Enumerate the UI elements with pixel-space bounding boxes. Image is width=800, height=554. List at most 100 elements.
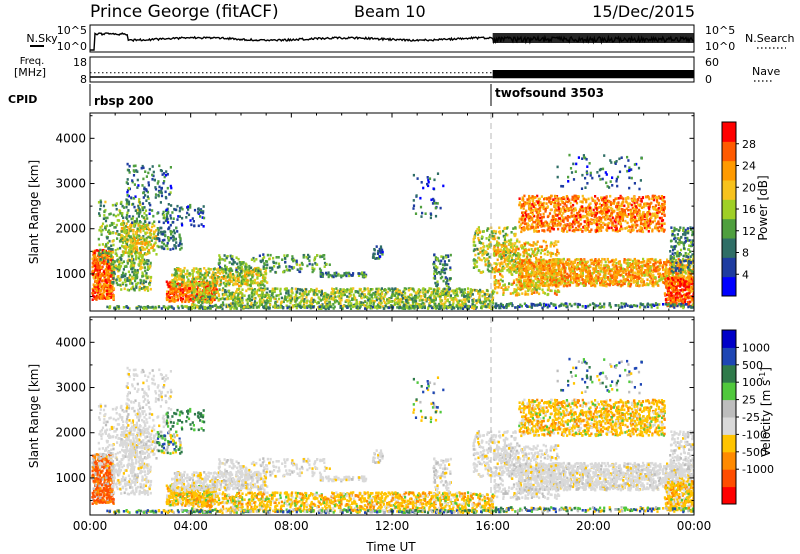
- power-cell: [110, 244, 113, 248]
- power-cell: [120, 223, 123, 226]
- power-cell: [233, 282, 236, 286]
- power-cell: [491, 270, 494, 274]
- power-cell: [370, 295, 373, 298]
- power-cell: [201, 301, 204, 304]
- power-cell: [217, 293, 220, 296]
- power-cell: [232, 260, 235, 264]
- power-cell: [151, 222, 154, 226]
- power-cell: [123, 227, 126, 230]
- power-cell: [295, 297, 298, 300]
- power-cell: [664, 272, 667, 275]
- power-cell: [237, 257, 240, 261]
- power-cell: [500, 243, 503, 247]
- power-cell: [478, 258, 482, 261]
- power-cell: [436, 287, 439, 290]
- power-cell: [174, 238, 177, 241]
- power-cell: [250, 303, 253, 307]
- power-cell: [132, 287, 135, 291]
- power-cell: [262, 293, 265, 297]
- power-cell: [104, 261, 107, 264]
- power-cell: [649, 261, 652, 264]
- power-cell: [553, 283, 556, 286]
- power-cell: [404, 292, 407, 295]
- power-cell: [313, 289, 316, 292]
- power-cell: [119, 202, 122, 205]
- power-cell: [217, 298, 221, 301]
- power-cell: [409, 297, 412, 300]
- power-cell: [295, 290, 298, 294]
- power-cell: [435, 272, 439, 275]
- power-cell: [203, 274, 206, 277]
- power-cell: [381, 248, 384, 252]
- power-cell: [239, 291, 242, 294]
- power-cell: [169, 166, 172, 169]
- station-title: Prince George (fitACF): [90, 2, 279, 22]
- power-cell: [536, 240, 539, 244]
- power-cell: [261, 257, 264, 260]
- power-cell: [282, 300, 285, 304]
- power-cell: [346, 295, 349, 298]
- power-cell: [197, 224, 200, 228]
- power-cell: [474, 244, 477, 247]
- power-cell: [250, 280, 253, 284]
- power-cell: [411, 287, 414, 291]
- power-cell: [417, 288, 420, 291]
- power-cell: [257, 284, 260, 287]
- power-cell: [518, 254, 521, 258]
- power-cell: [506, 269, 509, 272]
- power-cell: [331, 287, 334, 291]
- power-cell: [284, 298, 288, 301]
- power-cell: [107, 260, 110, 264]
- power-cell: [437, 271, 440, 274]
- power-cell: [142, 222, 145, 226]
- noise-left-label: N.Sky: [26, 32, 58, 45]
- power-cell: [381, 292, 384, 296]
- power-cell: [126, 188, 130, 192]
- power-cell: [233, 293, 236, 296]
- power-cell: [105, 265, 108, 269]
- power-cell: [433, 297, 436, 300]
- power-cell: [201, 297, 204, 300]
- power-cell: [266, 287, 269, 291]
- power-cell: [244, 267, 247, 271]
- power-cell: [166, 297, 169, 301]
- power-cell: [253, 300, 257, 303]
- power-cell: [487, 243, 491, 246]
- power-cell: [184, 300, 187, 303]
- power-cell: [147, 183, 150, 187]
- power-cell: [191, 269, 194, 272]
- power-cell: [205, 283, 208, 286]
- power-cell: [146, 190, 149, 194]
- power-cell: [134, 231, 138, 234]
- power-cell: [126, 211, 129, 215]
- power-cell: [345, 299, 348, 302]
- power-cell: [141, 242, 144, 246]
- power-cell: [119, 212, 122, 215]
- power-cell: [502, 242, 505, 245]
- power-cell: [547, 292, 550, 296]
- power-cell: [518, 240, 521, 244]
- power-cell: [164, 195, 167, 199]
- power-cell: [220, 276, 223, 279]
- power-cell: [174, 245, 177, 248]
- power-cell: [503, 245, 506, 249]
- power-cell: [344, 289, 347, 292]
- power-cell: [394, 294, 397, 297]
- power-cell: [92, 259, 95, 263]
- power-cell: [109, 248, 112, 251]
- power-cell: [172, 287, 175, 290]
- power-cell: [364, 295, 367, 298]
- power-cell: [446, 288, 449, 291]
- power-cell: [552, 272, 556, 276]
- power-cell: [359, 305, 362, 308]
- power-cell: [345, 289, 348, 292]
- power-cell: [219, 272, 222, 275]
- power-cell: [134, 195, 137, 198]
- power-cell: [210, 268, 213, 271]
- power-cell: [172, 279, 175, 282]
- power-cell: [132, 236, 135, 239]
- power-cell: [510, 238, 513, 242]
- power-cell: [426, 297, 429, 300]
- power-cell: [112, 222, 115, 225]
- power-cell: [499, 248, 502, 251]
